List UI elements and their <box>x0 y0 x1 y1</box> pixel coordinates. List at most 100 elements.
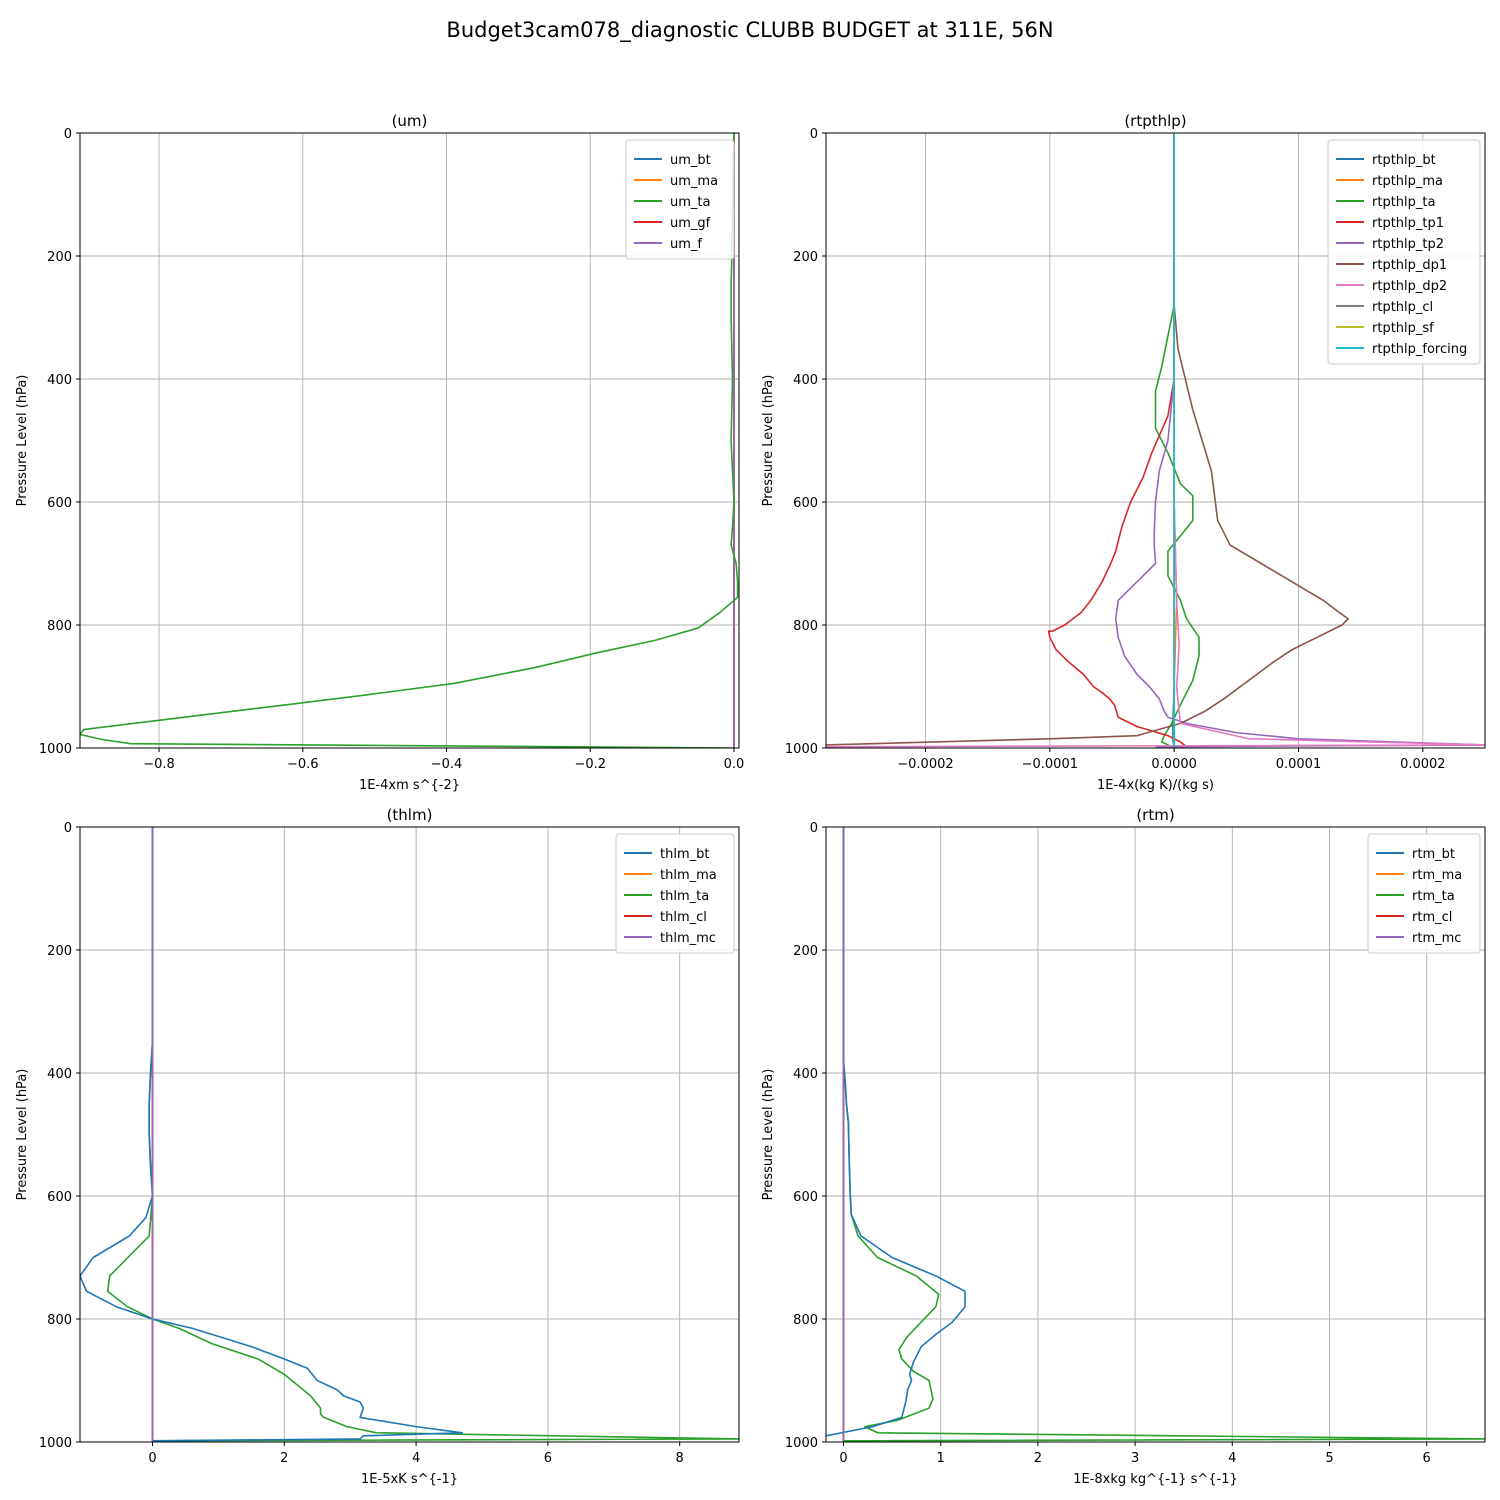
axes-frame <box>79 826 740 1443</box>
y-tick-label: 200 <box>47 944 72 959</box>
legend-box <box>1327 139 1481 365</box>
legend-entry: rtm_cl <box>1412 910 1452 925</box>
axes-frame <box>825 826 1486 1443</box>
legend-entry: rtpthlp_dp2 <box>1372 279 1447 294</box>
legend-entry: um_f <box>670 237 702 252</box>
series-group <box>826 827 1485 1442</box>
legend-entry: um_ta <box>670 195 710 210</box>
x-tick-label: 0 <box>839 1451 847 1466</box>
y-tick-label: 1000 <box>39 1436 72 1451</box>
x-tick-label: 4 <box>412 1451 420 1466</box>
y-axis-label: Pressure Level (hPa) <box>761 1069 776 1201</box>
y-tick-label: 1000 <box>39 742 72 757</box>
y-tick-label: 600 <box>793 496 818 511</box>
legend-entry: rtpthlp_cl <box>1372 300 1433 315</box>
y-tick-label: 1000 <box>785 1436 818 1451</box>
panel-title: (rtpthlp) <box>1124 112 1186 130</box>
legend: um_bt um_ma um_ta um_gf um_f <box>625 139 735 260</box>
y-axis-label: Pressure Level (hPa) <box>15 375 30 507</box>
x-tick-label: −0.4 <box>431 757 463 772</box>
legend-entry: rtpthlp_sf <box>1372 321 1434 336</box>
x-tick-label: 3 <box>1131 1451 1139 1466</box>
x-tick-label: 0.0002 <box>1400 757 1446 772</box>
x-tick-label: 1 <box>937 1451 945 1466</box>
legend-entry: rtm_mc <box>1412 931 1461 946</box>
y-tick-label: 600 <box>47 496 72 511</box>
legend-entry: thlm_cl <box>660 910 707 925</box>
x-tick-label: 0.0000 <box>1151 757 1197 772</box>
y-tick-label: 0 <box>810 127 818 142</box>
y-tick-label: 800 <box>793 619 818 634</box>
x-tick-label: 5 <box>1325 1451 1333 1466</box>
chart-panel-2: 0 2 4 6 8 0 200 400 600 800 1000 (thlm) 1E-5xK s^{-1… <box>15 806 740 1487</box>
legend-box <box>615 833 735 954</box>
series-line-thlm_bt <box>80 827 464 1442</box>
figure-title: Budget3cam078_diagnostic CLUBB BUDGET at… <box>446 18 1053 43</box>
y-tick-label: 1000 <box>785 742 818 757</box>
y-axis-label: Pressure Level (hPa) <box>761 375 776 507</box>
legend-entry: rtm_ta <box>1412 889 1455 904</box>
legend-box <box>1367 833 1481 954</box>
x-tick-label: 6 <box>1423 1451 1431 1466</box>
x-axis-label: 1E-4xm s^{-2} <box>359 778 460 793</box>
legend-entry: thlm_ta <box>660 889 709 904</box>
legend-entry: um_ma <box>670 174 718 189</box>
x-tick-label: 6 <box>544 1451 552 1466</box>
x-tick-label: 0.0001 <box>1276 757 1322 772</box>
x-tick-label: 2 <box>280 1451 288 1466</box>
legend-entry: rtpthlp_bt <box>1372 153 1436 168</box>
x-tick-label: −0.0002 <box>897 757 953 772</box>
legend-entry: rtpthlp_ta <box>1372 195 1435 210</box>
y-tick-label: 600 <box>47 1190 72 1205</box>
y-tick-label: 200 <box>793 944 818 959</box>
panel-title: (um) <box>392 112 428 130</box>
legend-entry: rtm_bt <box>1412 847 1455 862</box>
axes-frame <box>825 132 1486 749</box>
chart-panel-0: −0.8 −0.6 −0.4 −0.2 0.0 0 200 400 600 800 1000 (um)… <box>15 112 744 793</box>
legend: rtpthlp_bt rtpthlp_ma rtpthlp_ta rtpthlp_tp… <box>1327 139 1481 365</box>
legend-entry: rtpthlp_dp1 <box>1372 258 1447 273</box>
legend: thlm_bt thlm_ma thlm_ta thlm_cl thlm_mc <box>615 833 735 954</box>
x-tick-label: −0.6 <box>287 757 319 772</box>
legend-entry: rtm_ma <box>1412 868 1462 883</box>
series-line-rtpthlp_tp2 <box>1114 133 1485 748</box>
legend-entry: thlm_ma <box>660 868 717 883</box>
series-line-rtpthlp_dp1 <box>826 133 1350 746</box>
y-axis-label: Pressure Level (hPa) <box>15 1069 30 1201</box>
y-tick-label: 0 <box>64 821 72 836</box>
x-axis-label: 1E-4x(kg K)/(kg s) <box>1097 778 1214 793</box>
y-tick-label: 400 <box>47 1067 72 1082</box>
chart-panel-3: 0 1 2 3 4 5 6 0 200 400 600 800 1000 (rtm) 1E-8xkg kg^… <box>761 806 1486 1487</box>
legend: rtm_bt rtm_ma rtm_ta rtm_cl rtm_mc <box>1367 833 1481 954</box>
legend-entry: um_gf <box>670 216 711 231</box>
y-tick-label: 200 <box>47 250 72 265</box>
x-tick-label: 4 <box>1228 1451 1236 1466</box>
y-tick-label: 600 <box>793 1190 818 1205</box>
legend-entry: thlm_mc <box>660 931 716 946</box>
panel-title: (rtm) <box>1136 806 1174 824</box>
axes-frame <box>79 132 740 749</box>
y-tick-label: 200 <box>793 250 818 265</box>
series-line-rtpthlp_dp2 <box>826 133 1485 748</box>
series-line-rtpthlp_tp1 <box>1047 133 1188 748</box>
legend-entry: um_bt <box>670 153 711 168</box>
x-tick-label: −0.0001 <box>1022 757 1078 772</box>
chart-panel-1: −0.0002 −0.0001 0.0000 0.0001 0.0002 0 200 400 6… <box>761 112 1486 793</box>
x-axis-label: 1E-8xkg kg^{-1} s^{-1} <box>1073 1472 1238 1487</box>
y-tick-label: 400 <box>47 373 72 388</box>
y-tick-label: 800 <box>47 1313 72 1328</box>
x-tick-label: 0 <box>148 1451 156 1466</box>
legend-entry: thlm_bt <box>660 847 709 862</box>
y-tick-label: 400 <box>793 373 818 388</box>
series-line-rtm_bt <box>826 827 966 1437</box>
y-tick-label: 0 <box>810 821 818 836</box>
legend-entry: rtpthlp_forcing <box>1372 342 1467 357</box>
legend-box <box>625 139 735 260</box>
x-axis-label: 1E-5xK s^{-1} <box>361 1472 458 1487</box>
x-tick-label: −0.2 <box>574 757 606 772</box>
x-tick-label: 2 <box>1034 1451 1042 1466</box>
x-tick-label: −0.8 <box>143 757 175 772</box>
y-tick-label: 800 <box>793 1313 818 1328</box>
y-tick-label: 0 <box>64 127 72 142</box>
series-line-rtpthlp_ta <box>1154 133 1200 748</box>
